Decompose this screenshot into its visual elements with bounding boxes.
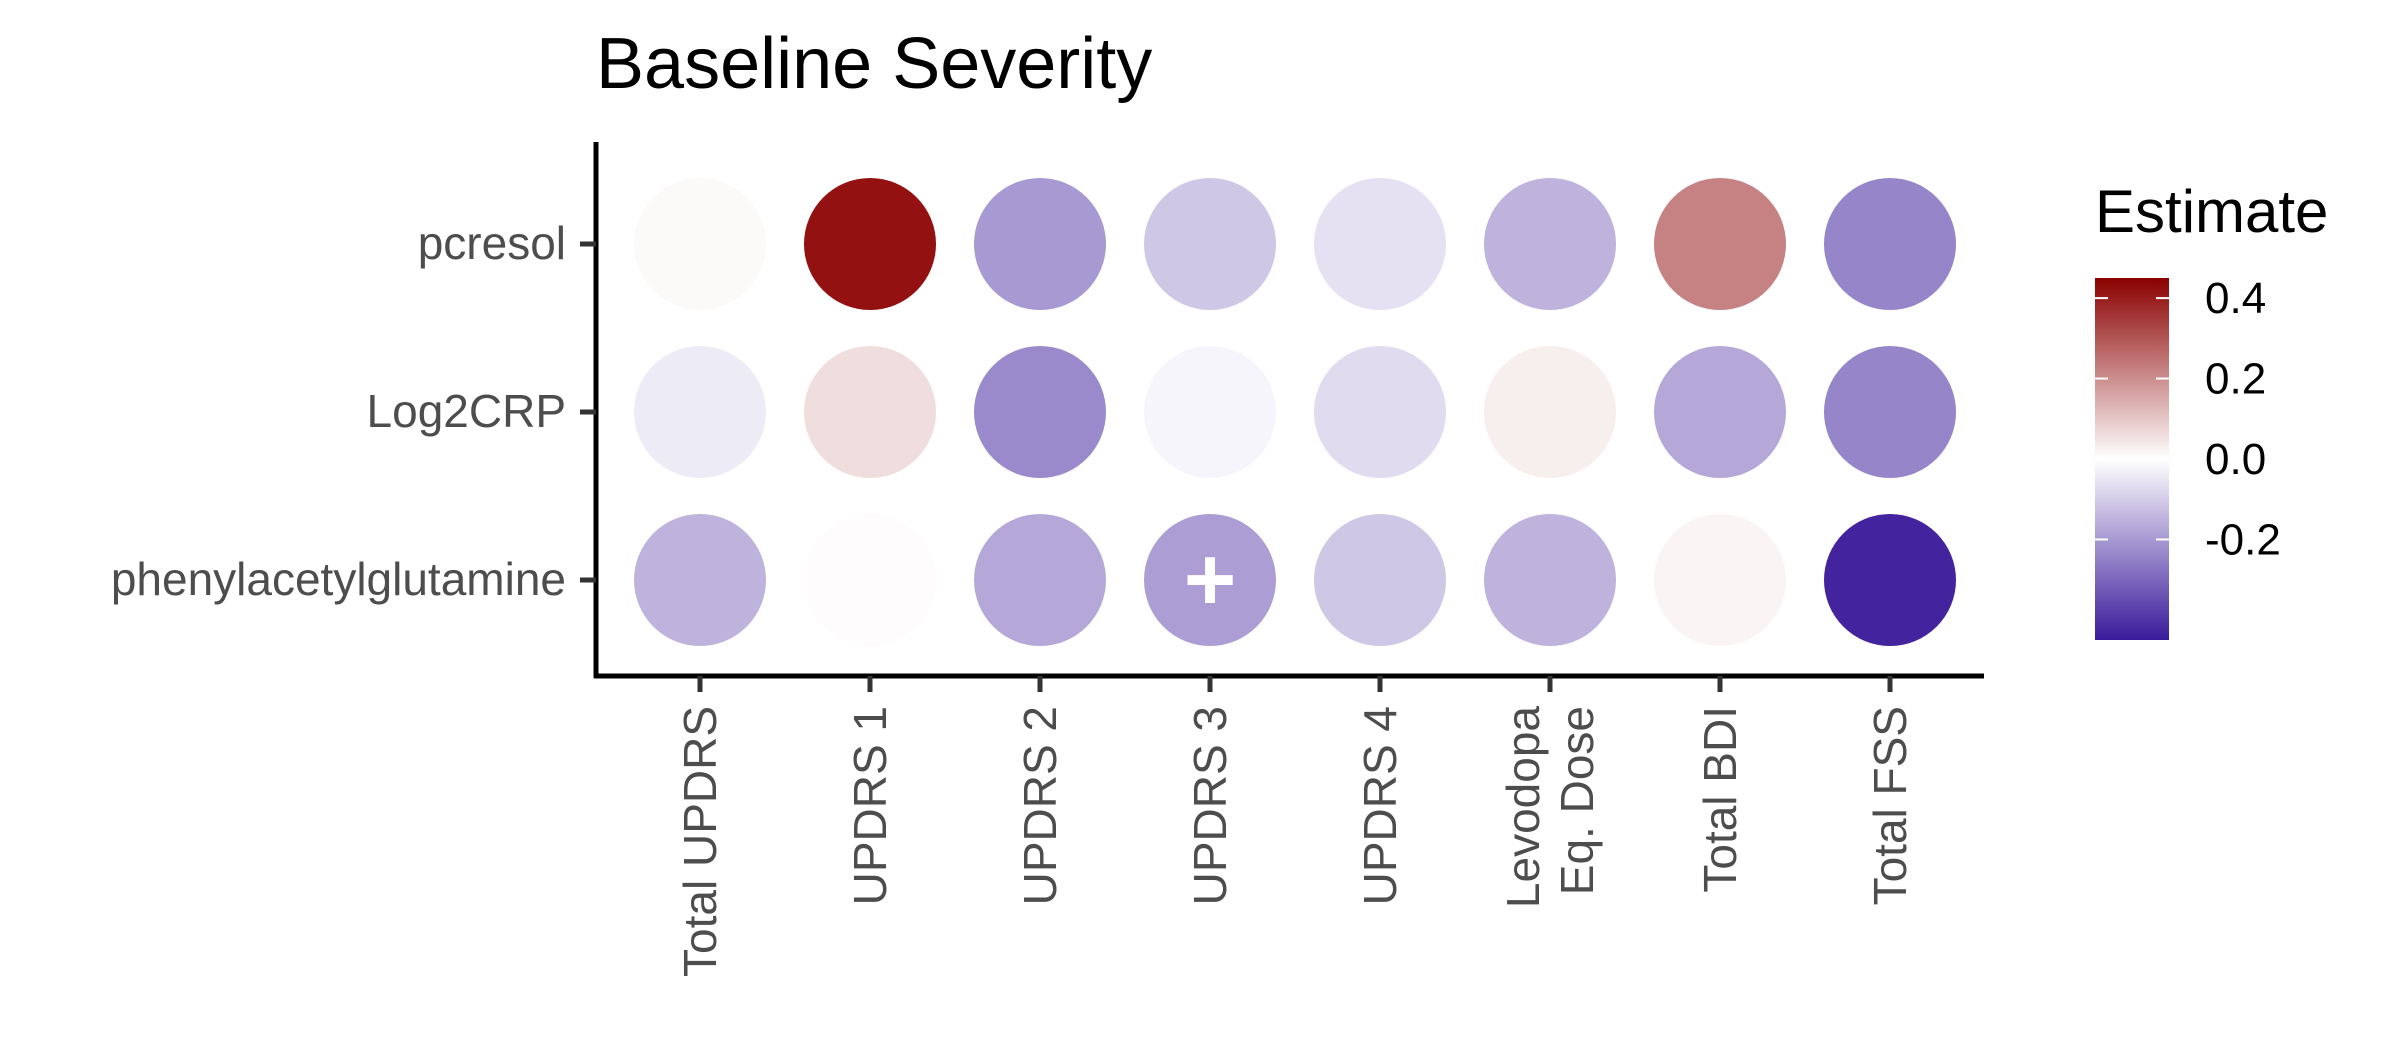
cell-pcresol-total-bdi — [1654, 178, 1786, 310]
x-tick-label-updrs-3: UPDRS 3 — [1184, 706, 1236, 905]
legend-tick-label: 0.0 — [2205, 435, 2266, 484]
cell-pcresol-total-fss — [1824, 178, 1956, 310]
x-axis-labels: Total UPDRS UPDRS 1 UPDRS 2 UPDRS 3 UPDRS 4 L… — [674, 676, 1916, 977]
y-tick-label-phenylacetylglutamine: phenylacetylglutamine — [111, 553, 566, 605]
cell-log2crp-total-bdi — [1654, 346, 1786, 478]
legend-tick-label: 0.4 — [2205, 274, 2266, 323]
cell-log2crp-levodopa-eq-dose — [1484, 346, 1616, 478]
x-tick-label-total-updrs: Total UPDRS — [674, 706, 726, 977]
plot-cells: + — [634, 178, 1956, 646]
cell-phenylacetylglutamine-total-fss — [1824, 514, 1956, 646]
cell-pcresol-levodopa-eq-dose — [1484, 178, 1616, 310]
cell-phenylacetylglutamine-updrs-4 — [1314, 514, 1446, 646]
cell-pcresol-updrs-3 — [1144, 178, 1276, 310]
cell-log2crp-updrs-4 — [1314, 346, 1446, 478]
legend-title: Estimate — [2095, 178, 2328, 245]
x-tick-label-levodopa-eq-dose: LevodopaEq. Dose — [1497, 706, 1603, 908]
x-tick-label-total-fss: Total FSS — [1864, 706, 1916, 905]
legend-ticks: 0.4 0.2 0.0 -0.2 — [2095, 274, 2281, 564]
cell-log2crp-total-updrs — [634, 346, 766, 478]
legend-tick-label: -0.2 — [2205, 515, 2281, 564]
cell-log2crp-updrs-3 — [1144, 346, 1276, 478]
cell-log2crp-updrs-2 — [974, 346, 1106, 478]
y-tick-label-log2crp: Log2CRP — [367, 385, 566, 437]
x-tick-label-updrs-2: UPDRS 2 — [1014, 706, 1066, 905]
y-tick-label-pcresol: pcresol — [418, 217, 566, 269]
y-axis-labels: pcresol Log2CRP phenylacetylglutamine — [111, 217, 596, 605]
legend-tick-label: 0.2 — [2205, 355, 2266, 404]
significance-marker: + — [1184, 530, 1237, 630]
cell-phenylacetylglutamine-updrs-1 — [804, 514, 936, 646]
x-tick-label-total-bdi: Total BDI — [1694, 706, 1746, 893]
cell-phenylacetylglutamine-levodopa-eq-dose — [1484, 514, 1616, 646]
cell-pcresol-updrs-1 — [804, 178, 936, 310]
cell-pcresol-updrs-2 — [974, 178, 1106, 310]
cell-log2crp-updrs-1 — [804, 346, 936, 478]
cell-phenylacetylglutamine-updrs-2 — [974, 514, 1106, 646]
x-tick-label-updrs-4: UPDRS 4 — [1354, 706, 1406, 905]
chart-title: Baseline Severity — [596, 24, 1152, 104]
cell-pcresol-updrs-4 — [1314, 178, 1446, 310]
cell-phenylacetylglutamine-total-updrs — [634, 514, 766, 646]
legend: Estimate 0.4 0.2 0.0 -0.2 — [2095, 178, 2328, 640]
cell-log2crp-total-fss — [1824, 346, 1956, 478]
cell-phenylacetylglutamine-updrs-3 — [1144, 514, 1276, 646]
cell-pcresol-total-updrs — [634, 178, 766, 310]
x-tick-label-updrs-1: UPDRS 1 — [844, 706, 896, 905]
cell-phenylacetylglutamine-total-bdi — [1654, 514, 1786, 646]
